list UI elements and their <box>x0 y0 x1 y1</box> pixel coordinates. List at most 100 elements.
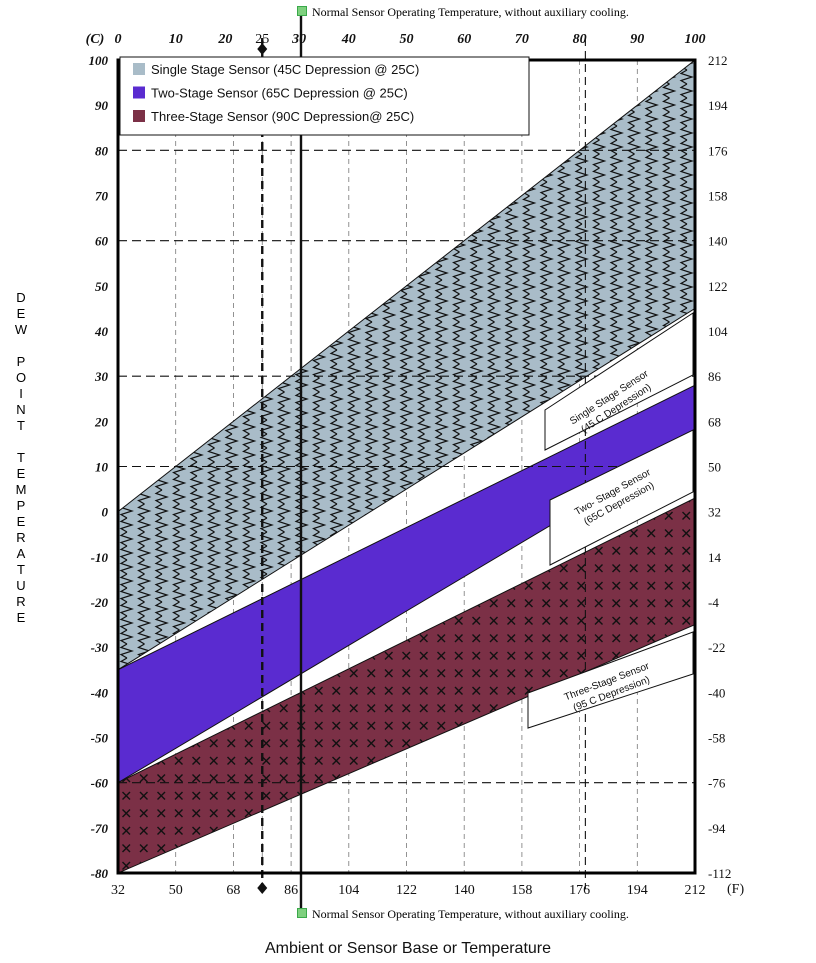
tick-label-fahrenheit-bottom: 50 <box>169 883 183 898</box>
y-axis-label-letter: P <box>16 498 26 513</box>
fahrenheit-unit-label: (F) <box>727 882 744 897</box>
annotation-box-1 <box>544 312 694 451</box>
y-axis-label-letter: O <box>15 370 27 385</box>
y-axis-label-letter: T <box>17 562 25 577</box>
tick-label-y-right: 212 <box>708 53 728 68</box>
tick-label-celsius-top: 70 <box>515 32 529 47</box>
tick-label-y-right: -4 <box>708 595 719 610</box>
tick-label-fahrenheit-bottom: 86 <box>284 883 298 898</box>
tick-label-fahrenheit-bottom: 176 <box>569 883 590 898</box>
y-axis-label-letter: E <box>16 306 26 321</box>
tick-label-y-right: 86 <box>708 369 722 384</box>
sensor-bands <box>118 60 695 873</box>
legend-entry-label: Single Stage Sensor (45C Depression @ 25… <box>151 62 419 77</box>
legend-box <box>119 56 530 136</box>
y-axis-label-letter: P <box>16 354 26 369</box>
y-axis-label-letter: E <box>16 466 26 481</box>
tick-label-y-right: 158 <box>708 189 728 204</box>
tick-label-celsius-top: 50 <box>400 32 414 47</box>
band-1-zigzag-hatch <box>118 60 695 670</box>
y-axis-label-letter: U <box>16 578 26 593</box>
tick-label-y-right: -58 <box>708 731 725 746</box>
tick-label-y-right: -22 <box>708 640 725 655</box>
tick-label-fahrenheit-bottom: 32 <box>111 883 125 898</box>
axis-ticks: 0 10 20 25 30 40 50 60 70 80 90 100(C)32 50 68 86 104 12… <box>86 32 745 898</box>
annotation-box-2 <box>549 429 694 566</box>
tick-label-celsius-top: 25 <box>255 32 269 47</box>
tick-label-y-left: 100 <box>89 53 109 68</box>
tick-label-y-right: -94 <box>708 821 726 836</box>
diamond-marker-top <box>257 43 268 55</box>
tick-label-y-left: -30 <box>91 640 109 655</box>
tick-label-y-right: 68 <box>708 414 721 429</box>
green-marker-icon <box>297 6 307 16</box>
tick-label-y-left: 50 <box>95 279 109 294</box>
tick-label-celsius-top: 90 <box>630 32 644 47</box>
x-axis-title: Ambient or Sensor Base or Temperature <box>264 940 552 957</box>
tick-label-y-left: -70 <box>91 821 109 836</box>
y-axis-label-gap <box>8 434 34 450</box>
y-axis-label-letter: E <box>16 514 26 529</box>
tick-label-y-right: 32 <box>708 505 721 520</box>
y-axis-label-letter: E <box>16 610 26 625</box>
tick-label-y-left: -80 <box>91 866 109 881</box>
y-axis-label-letter: T <box>17 418 25 433</box>
y-axis-label-letter: R <box>16 530 26 545</box>
tick-label-y-left: -50 <box>91 731 109 746</box>
tick-label-y-right: 176 <box>708 143 728 158</box>
y-axis-label-letter: T <box>17 450 25 465</box>
green-marker-icon <box>297 908 307 918</box>
tick-label-fahrenheit-bottom: 212 <box>685 883 706 898</box>
tick-label-celsius-top: 20 <box>217 32 232 47</box>
tick-label-celsius-top: 10 <box>169 32 183 47</box>
y-axis-label-gap <box>8 338 34 354</box>
tick-label-fahrenheit-bottom: 158 <box>511 883 532 898</box>
tick-label-y-left: 60 <box>95 234 109 249</box>
y-axis-label-letter: N <box>16 402 26 417</box>
legend-swatch <box>133 110 145 122</box>
reference-lines <box>118 12 695 912</box>
tick-label-celsius-top: 60 <box>457 32 471 47</box>
tick-label-y-left: -10 <box>91 550 109 565</box>
legend-swatch <box>133 63 145 75</box>
bottom-note-text: Normal Sensor Operating Temperature, wit… <box>312 907 629 921</box>
tick-label-y-right: -112 <box>708 866 731 881</box>
tick-label-y-left: 30 <box>94 369 109 384</box>
tick-label-y-left: 10 <box>95 460 109 475</box>
tick-label-y-left: -40 <box>91 685 109 700</box>
legend-entry-label: Three-Stage Sensor (90C Depression@ 25C) <box>151 109 414 124</box>
tick-label-y-right: -40 <box>708 685 725 700</box>
celsius-unit-label: (C) <box>86 32 105 47</box>
tick-label-y-right: 140 <box>708 234 728 249</box>
tick-label-y-right: 104 <box>708 324 728 339</box>
tick-label-celsius-top: 0 <box>115 32 122 47</box>
tick-label-celsius-top: 100 <box>685 32 706 47</box>
tick-label-fahrenheit-bottom: 194 <box>627 883 648 898</box>
top-note-text: Normal Sensor Operating Temperature, wit… <box>312 5 629 19</box>
y-axis-label-letter: M <box>15 482 27 497</box>
tick-label-fahrenheit-bottom: 140 <box>454 883 475 898</box>
legend-swatch <box>133 86 145 99</box>
y-axis-label-letter: A <box>16 546 26 561</box>
tick-label-y-left: -20 <box>91 595 109 610</box>
top-operating-note: Normal Sensor Operating Temperature, wit… <box>297 5 629 20</box>
tick-label-fahrenheit-bottom: 122 <box>396 883 417 898</box>
tick-label-celsius-top: 40 <box>341 32 356 47</box>
tick-label-y-left: 80 <box>95 143 109 158</box>
tick-label-y-left: 70 <box>95 189 109 204</box>
tick-label-y-left: 90 <box>95 98 109 113</box>
tick-label-y-left: 20 <box>94 414 109 429</box>
bottom-operating-note: Normal Sensor Operating Temperature, wit… <box>297 907 629 922</box>
tick-label-y-right: 122 <box>708 279 728 294</box>
tick-label-y-right: 14 <box>708 550 722 565</box>
tick-label-fahrenheit-bottom: 104 <box>338 883 359 898</box>
legend-entry-label: Two-Stage Sensor (65C Depression @ 25C) <box>151 86 408 101</box>
legend: Single Stage Sensor (45C Depression @ 25… <box>119 56 530 136</box>
tick-label-fahrenheit-bottom: 68 <box>226 883 240 898</box>
tick-label-y-right: 194 <box>708 98 728 113</box>
y-axis-label-letter: W <box>14 322 28 337</box>
markers <box>257 43 268 894</box>
tick-label-y-left: 0 <box>102 505 109 520</box>
